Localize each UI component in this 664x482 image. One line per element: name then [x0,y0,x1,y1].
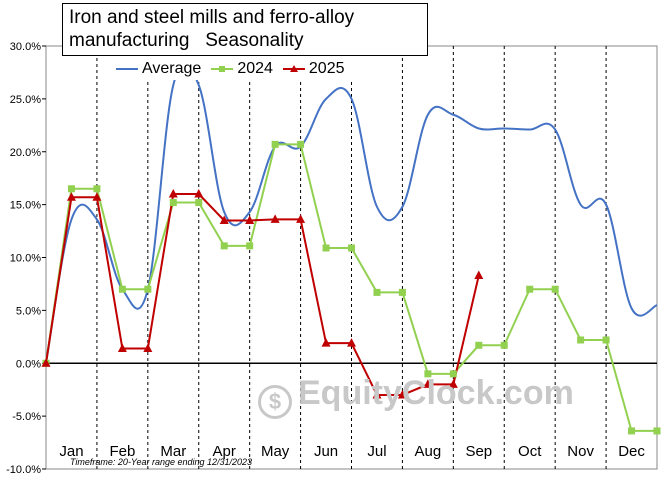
marker-2025 [347,338,356,347]
chart-title: Iron and steel mills and ferro-alloy man… [62,3,428,56]
marker-2024 [67,185,75,193]
y-axis-ticks: 30.0% 25.0% 20.0% 15.0% 10.0% 5.0% 0.0% -5.0% -1… [6,41,46,476]
marker-2024 [322,244,330,252]
marker-2025 [423,379,433,388]
x-tick-label: Oct [518,443,542,460]
watermark: $ EquityClock.com [258,374,574,419]
y-tick-label: 30.0% [10,41,41,53]
x-tick-label: Nov [567,443,594,460]
marker-2024 [144,285,152,293]
chart-title-line1: Iron and steel mills and ferro-alloy [69,7,355,28]
legend: Average 2024 2025 [116,58,355,80]
marker-2024 [653,427,661,435]
marker-2024 [398,288,406,296]
y-tick-label: 0.0% [16,358,41,370]
marker-2024 [93,185,101,193]
marker-2025 [296,214,306,223]
y-tick-label: 5.0% [16,305,41,317]
equityclock-logo-icon: $ [258,385,292,419]
series-markers [41,140,661,435]
marker-2024 [220,242,228,250]
marker-2024 [424,370,432,378]
marker-2024 [602,336,610,344]
watermark-text: EquityClock.com [298,374,574,412]
marker-2024 [475,341,483,349]
timeframe-footnote: Timeframe: 20-Year range ending 12/31/20… [70,457,253,467]
y-tick-label: 25.0% [10,94,41,106]
x-tick-label: Dec [618,443,645,460]
legend-average-swatch [116,68,138,70]
marker-2024 [348,244,355,252]
y-tick-label: -10.0% [6,464,41,476]
chart-title-line2: manufacturing Seasonality [69,30,304,51]
marker-2025 [41,358,51,367]
series-line-2025 [45,193,480,396]
x-axis-labels: Jan Feb Mar Apr May Jun Jul Aug Sep Oct Nov Dec [59,443,645,460]
marker-2025 [448,379,458,388]
legend-label-2025: 2025 [308,60,345,77]
marker-2025 [66,192,76,201]
marker-2025 [92,192,102,201]
legend-item-2025: 2025 [282,60,345,78]
marker-2024 [169,199,177,207]
x-tick-label: Jun [314,443,338,460]
marker-2025 [117,343,127,352]
marker-2024 [551,285,559,293]
marker-2025 [143,343,153,352]
x-tick-label: May [261,443,290,460]
marker-2024 [118,285,126,293]
marker-2024 [373,288,381,296]
marker-2025 [474,270,484,279]
marker-2024 [195,199,203,207]
marker-2025 [270,214,280,223]
marker-2024 [500,341,508,349]
gridlines [46,46,657,469]
x-tick-label: Aug [415,443,442,460]
marker-2025 [372,389,382,399]
legend-label-average: Average [142,60,202,77]
x-tick-label: Apr [213,443,236,460]
marker-2024 [577,336,585,344]
legend-item-2024: 2024 [211,60,273,78]
marker-2025 [321,338,331,347]
x-tick-label: Mar [160,443,186,460]
marker-2025 [245,215,255,224]
marker-2024 [449,370,457,378]
marker-2024 [526,285,534,293]
marker-2025 [219,215,229,224]
y-tick-label: -5.0% [12,411,41,423]
legend-2024-swatch [211,66,234,72]
legend-item-average: Average [116,60,201,78]
marker-2025 [397,389,407,399]
x-tick-label: Jul [367,443,386,460]
marker-2024 [271,140,279,148]
marker-2025 [194,189,204,198]
series-line-average [45,61,658,364]
marker-2024 [297,140,305,148]
legend-2025-swatch [282,65,305,72]
x-tick-label: Feb [109,443,135,460]
y-tick-label: 15.0% [10,200,41,212]
marker-2024 [628,427,636,435]
marker-2025 [168,189,178,198]
x-tick-label: Jan [59,443,83,460]
x-tick-label: Sep [465,443,492,460]
y-tick-label: 10.0% [10,253,41,265]
marker-2024 [246,242,254,250]
legend-label-2024: 2024 [237,60,273,77]
y-tick-label: 20.0% [10,147,41,159]
